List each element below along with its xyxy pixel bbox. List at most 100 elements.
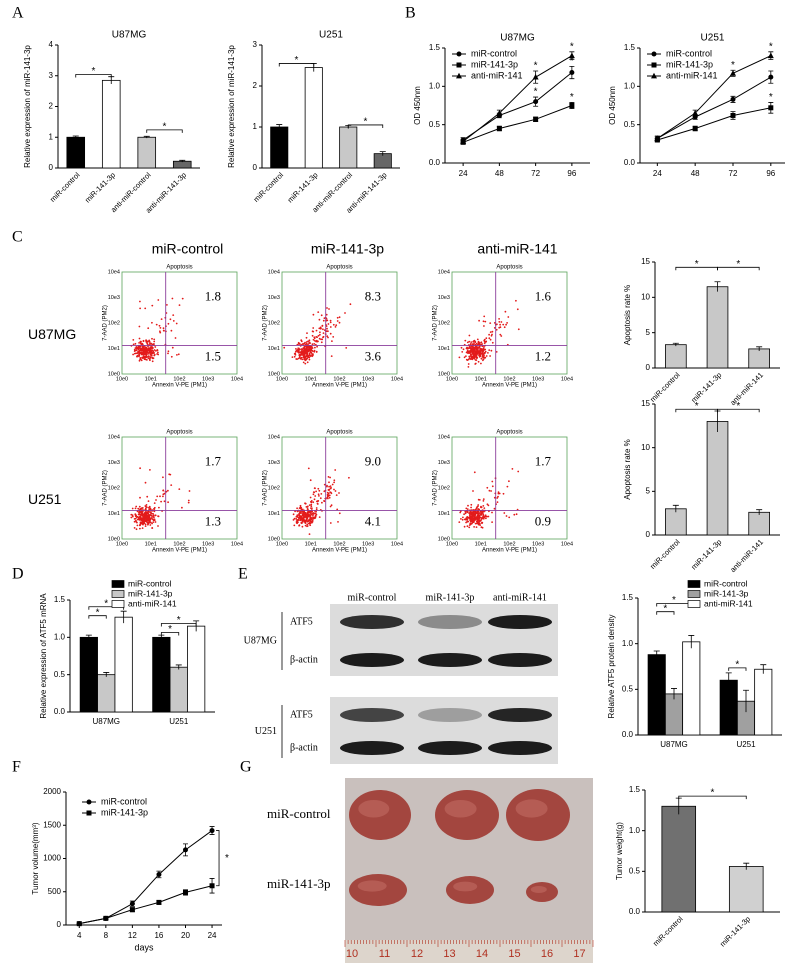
event-dot — [157, 353, 160, 356]
legend-label: miR-141-3p — [471, 59, 518, 69]
legend-label: miR-control — [101, 796, 147, 806]
y-axis-label: Tumor volume(mm³) — [31, 822, 40, 894]
event-dot — [304, 502, 306, 505]
event-dot — [312, 338, 315, 341]
event-dot — [338, 316, 341, 319]
event-dot — [307, 340, 309, 343]
event-dot — [335, 494, 338, 496]
x-tick-label: 10e4 — [231, 541, 243, 547]
x-tick-label: 20 — [181, 931, 190, 940]
event-dot — [301, 358, 304, 361]
x-tick-label: 48 — [495, 169, 504, 178]
plot-title: Apoptosis — [326, 430, 352, 436]
event-dot — [297, 347, 300, 350]
event-dot — [311, 330, 314, 333]
x-axis-label: Annexin V-PE (PM1) — [312, 548, 367, 554]
bar — [706, 286, 729, 369]
y-tick-label: 0 — [57, 920, 62, 929]
event-dot — [135, 505, 138, 508]
legend-label: miR-control — [471, 48, 517, 58]
event-dot — [313, 343, 316, 345]
event-dot — [469, 351, 472, 354]
bar — [97, 674, 116, 713]
bar — [114, 616, 133, 713]
event-dot — [311, 334, 314, 337]
event-dot — [314, 495, 317, 497]
event-dot — [133, 520, 136, 523]
event-dot — [338, 512, 341, 515]
quadrant-value: 3.6 — [365, 349, 382, 364]
event-dot — [291, 356, 294, 358]
y-axis-label: Relative ATF5 protein density — [607, 615, 616, 719]
error-bar — [72, 135, 79, 139]
event-dot — [303, 346, 306, 349]
x-tick-label: U87MG — [660, 740, 688, 749]
event-dot — [499, 333, 502, 336]
event-dot — [141, 517, 144, 520]
y-axis-label: 7-AAD (PM2) — [103, 305, 109, 341]
event-dot — [478, 355, 481, 358]
event-dot — [319, 497, 322, 500]
y-tick-label: 1.0 — [622, 639, 634, 648]
column-header: miR-141-3p — [311, 241, 384, 257]
error-bar — [756, 346, 763, 352]
event-dot — [297, 343, 300, 345]
bar — [706, 421, 729, 536]
event-dot — [147, 345, 149, 348]
x-tick-label: miR-141-3p — [718, 914, 752, 948]
tumor-highlight — [515, 799, 548, 818]
error-bar — [672, 504, 679, 513]
event-dot — [131, 507, 134, 510]
event-dot — [147, 327, 150, 330]
event-dot — [146, 359, 148, 361]
y-tick-label: 10e1 — [438, 346, 450, 352]
event-dot — [306, 507, 309, 509]
event-dot — [468, 355, 471, 358]
x-tick-label: 8 — [104, 931, 109, 940]
significance-label: * — [163, 122, 167, 133]
series-line — [462, 105, 573, 143]
event-dot — [138, 359, 141, 362]
y-tick-label: 15 — [641, 399, 650, 408]
y-tick-label: 15 — [641, 257, 650, 266]
row-label: U87MG — [28, 326, 76, 342]
event-dot — [319, 331, 321, 334]
event-dot — [479, 348, 482, 351]
event-dot — [468, 340, 471, 343]
event-dot — [136, 518, 139, 521]
legend-swatch — [111, 590, 125, 598]
marker — [156, 899, 162, 905]
event-dot — [136, 352, 139, 355]
event-dot — [312, 514, 314, 517]
event-dot — [325, 313, 328, 316]
event-dot — [470, 341, 473, 343]
event-dot — [490, 334, 493, 337]
event-dot — [463, 518, 466, 521]
tumor-highlight — [357, 880, 387, 892]
y-tick-label: 10e4 — [438, 434, 450, 440]
event-dot — [140, 508, 143, 510]
band-label: ATF5 — [290, 709, 313, 720]
y-tick-label: 0 — [646, 363, 651, 372]
event-dot — [149, 356, 152, 359]
event-dot — [310, 500, 313, 502]
marker — [767, 52, 774, 59]
event-dot — [162, 489, 165, 492]
event-dot — [477, 360, 480, 363]
event-dot — [303, 342, 306, 345]
event-dot — [309, 522, 311, 525]
event-dot — [134, 347, 137, 349]
x-axis-label: Annexin V-PE (PM1) — [482, 548, 537, 554]
event-dot — [326, 491, 329, 494]
error-bar — [103, 672, 110, 677]
event-dot — [466, 341, 469, 344]
significance-bracket — [717, 408, 760, 413]
blot-band — [340, 653, 404, 667]
y-tick-label: 1500 — [43, 820, 61, 829]
event-dot — [336, 508, 339, 511]
event-dot — [162, 476, 164, 479]
event-dot — [141, 527, 144, 529]
event-dot — [151, 360, 154, 363]
x-tick-label: 10e3 — [202, 541, 214, 547]
event-dot — [154, 346, 157, 348]
